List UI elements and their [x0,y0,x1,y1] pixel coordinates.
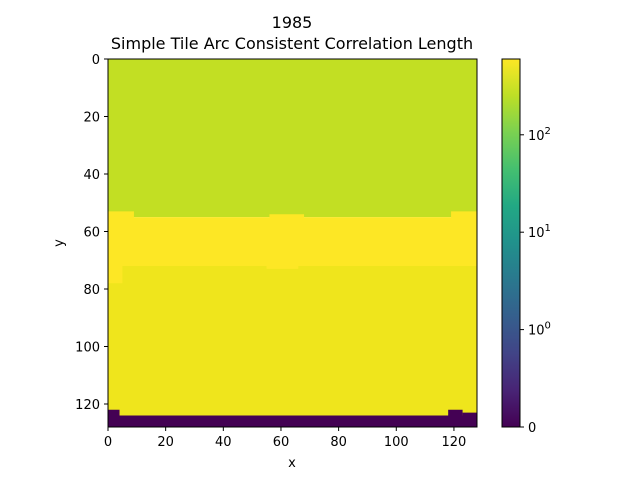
colorbar-tick-label: 100 [528,321,551,339]
y-tick-label: 60 [83,226,100,241]
y-tick-label: 0 [92,53,100,68]
x-tick-label: 80 [330,435,347,450]
chart-title: 1985 [272,13,313,32]
x-axis-label: x [288,456,296,471]
heatmap-region-3 [108,415,477,427]
heatmap-bottom-bump-2 [462,412,477,416]
heatmap-band-edge-2 [269,214,305,220]
x-tick-label: 120 [442,435,467,450]
heatmap-band-tail-0 [108,266,123,284]
heatmap-band-tail-1 [266,266,299,269]
y-tick-label: 100 [75,341,100,356]
y-tick-label: 80 [83,283,100,298]
colorbar-tick-label: 101 [528,223,551,241]
x-tick-label: 100 [384,435,409,450]
heatmap-bottom-bump-1 [448,409,463,416]
heatmap-region-1 [108,217,477,266]
heatmap-region-2 [108,266,477,416]
plot-frame [107,58,478,428]
y-tick-label: 120 [75,398,100,413]
colorbar-gradient [501,58,521,428]
colorbar: 0 100 101 102 [501,58,551,436]
x-tick-label: 20 [157,435,174,450]
heatmap [107,58,478,428]
heatmap-band-edge-0 [108,211,134,220]
y-tick-label: 40 [83,168,100,183]
colorbar-tick-label: 102 [528,126,551,144]
chart-subtitle: Simple Tile Arc Consistent Correlation L… [111,34,473,53]
y-axis: 0 20 40 60 80 100 120 [75,53,108,413]
heatmap-band-edge-1 [451,211,477,220]
heatmap-region-0 [108,59,477,218]
colorbar-tick-label: 0 [528,421,536,436]
heatmap-bottom-bump-0 [108,409,120,416]
y-tick-label: 20 [83,111,100,126]
y-axis-label: y [52,239,67,247]
x-tick-label: 0 [104,435,112,450]
x-tick-label: 40 [215,435,232,450]
x-axis: 0 20 40 60 80 100 120 [104,427,466,450]
x-tick-label: 60 [273,435,290,450]
